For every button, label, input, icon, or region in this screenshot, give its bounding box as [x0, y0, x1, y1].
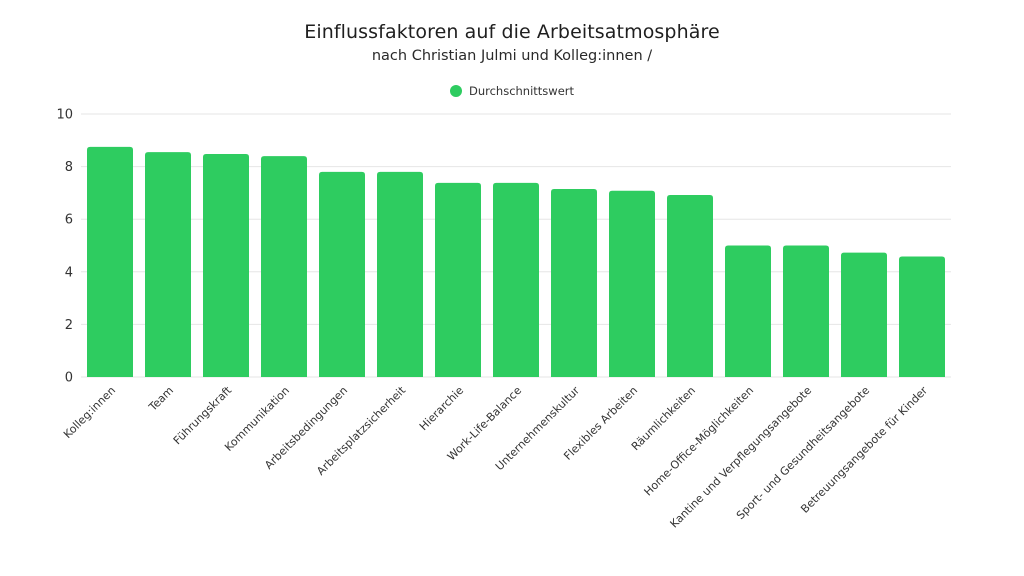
y-tick-label: 10 — [56, 108, 73, 123]
y-tick-label: 4 — [65, 265, 73, 280]
y-tick-label: 8 — [65, 160, 73, 175]
bar — [667, 195, 713, 377]
chart-title: Einflussfaktoren auf die Arbeitsatmosphä… — [304, 21, 720, 43]
bar — [841, 252, 887, 377]
x-axis: Kolleg:innen TeamFührungskraftKommunikati… — [61, 383, 930, 530]
bar — [319, 171, 365, 377]
x-tick-label: Kolleg:innen — [61, 384, 118, 441]
y-tick-label: 6 — [65, 213, 73, 228]
bar — [145, 152, 191, 377]
y-tick-label: 0 — [65, 371, 73, 386]
bar — [783, 245, 829, 377]
bar — [899, 256, 945, 377]
bar — [725, 245, 771, 377]
x-tick-label: Führungskraft — [171, 383, 235, 447]
bar — [435, 182, 481, 377]
x-tick-label: Team — [146, 384, 176, 414]
bar — [493, 182, 539, 377]
chart-subtitle: nach Christian Julmi und Kolleg:innen / — [371, 48, 653, 64]
bar — [551, 188, 597, 377]
bar — [377, 171, 423, 377]
bar — [203, 153, 249, 377]
x-tick-label: Hierarchie — [417, 384, 466, 433]
bar — [609, 190, 655, 377]
x-tick-label: Home-Office-Möglichkeiten — [642, 384, 757, 499]
bars — [87, 146, 945, 377]
legend-swatch — [449, 85, 462, 97]
legend: Durchschnittswert — [0, 84, 1024, 98]
bar — [87, 146, 133, 377]
legend-label: Durchschnittswert — [468, 84, 575, 98]
y-axis: 0 2 4 6 8 10 — [56, 108, 73, 386]
bar — [261, 156, 307, 377]
x-tick-label: Betreuungsangebote für Kinder — [798, 384, 930, 516]
y-tick-label: 2 — [65, 318, 73, 333]
